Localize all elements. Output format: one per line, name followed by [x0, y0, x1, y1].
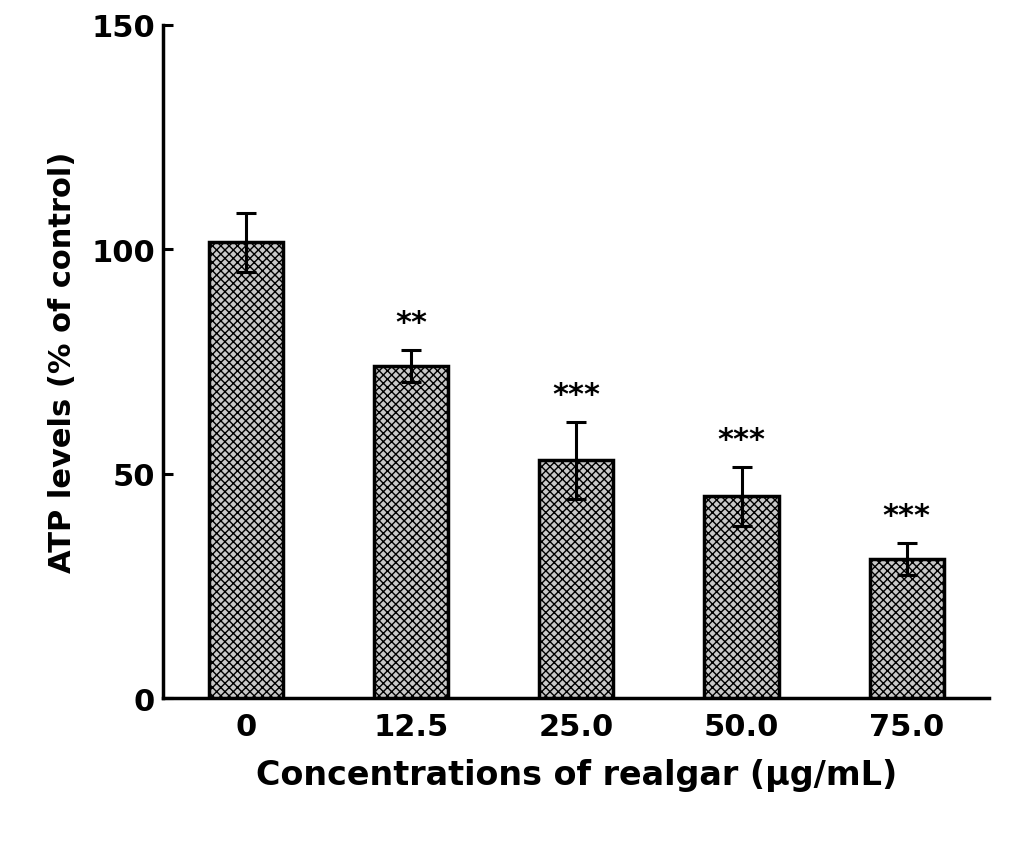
Bar — [539, 461, 612, 699]
Text: ***: *** — [716, 425, 765, 454]
Text: ***: *** — [551, 380, 600, 409]
Bar — [374, 366, 447, 699]
Text: ***: *** — [881, 502, 930, 530]
Bar — [869, 560, 943, 699]
Bar — [209, 243, 282, 699]
Text: **: ** — [394, 308, 427, 337]
Bar — [704, 497, 777, 699]
Y-axis label: ATP levels (% of control): ATP levels (% of control) — [48, 152, 77, 573]
X-axis label: Concentrations of realgar (μg/mL): Concentrations of realgar (μg/mL) — [256, 758, 896, 792]
